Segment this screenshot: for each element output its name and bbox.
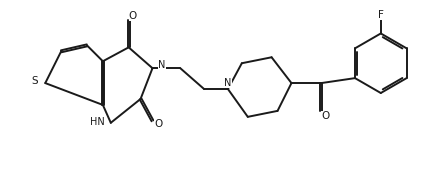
Text: O: O	[154, 119, 163, 129]
Text: N: N	[158, 60, 166, 70]
Text: S: S	[32, 76, 38, 86]
Text: O: O	[321, 111, 329, 121]
Text: HN: HN	[90, 117, 105, 127]
Text: N: N	[224, 78, 232, 88]
Text: F: F	[378, 10, 384, 20]
Text: O: O	[129, 11, 137, 21]
